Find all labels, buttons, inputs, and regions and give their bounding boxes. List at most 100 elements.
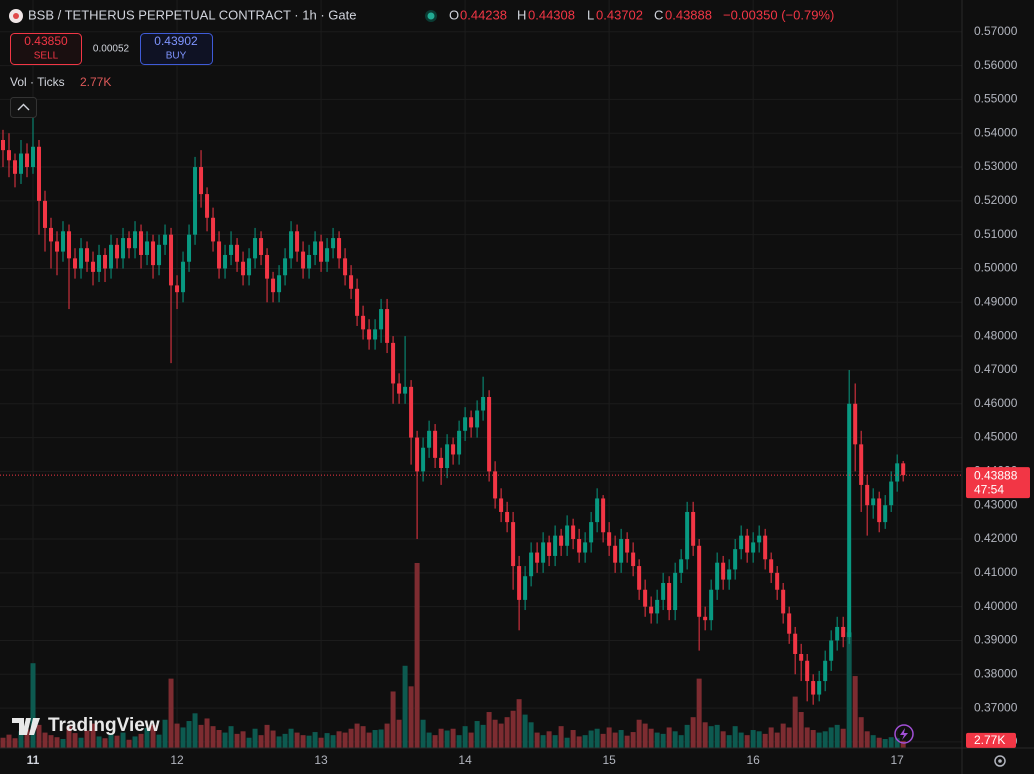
candle-body: [883, 505, 888, 523]
candle-body: [1, 139, 6, 151]
volume-bar: [234, 733, 240, 748]
axes: 0.360000.370000.380000.390000.400000.410…: [0, 24, 1030, 767]
volume-bar: [894, 738, 900, 748]
volume-bar: [876, 737, 882, 748]
volume-bar: [648, 728, 654, 748]
volume-bar: [810, 730, 816, 748]
volume-tag: [966, 732, 1016, 748]
volume-bar: [858, 717, 864, 748]
candle-body: [703, 616, 708, 621]
candle-body: [865, 484, 870, 506]
volume-bar: [834, 724, 840, 748]
candle-body: [79, 248, 84, 269]
volume-bar: [294, 732, 300, 748]
y-tick-label: 0.41000: [974, 565, 1018, 579]
settings-button[interactable]: [994, 755, 1006, 767]
symbol-icon-dot: [13, 13, 19, 19]
y-tick-label: 0.54000: [974, 125, 1018, 139]
candle-body: [127, 238, 132, 249]
volume-bar: [822, 731, 828, 748]
candle-body: [655, 599, 660, 614]
y-tick-label: 0.42000: [974, 531, 1018, 545]
candle-body: [601, 498, 606, 533]
volume-bar: [678, 735, 684, 748]
settings-icon: [998, 759, 1002, 763]
volume-bar: [222, 732, 228, 748]
candle-body: [445, 444, 450, 469]
candle-body: [415, 437, 420, 472]
candle-body: [181, 261, 186, 293]
logo-text[interactable]: TradingView: [48, 715, 160, 736]
volume-bar: [480, 724, 486, 748]
volume-bar: [240, 731, 246, 748]
candle-body: [715, 562, 720, 590]
candle-body: [691, 511, 696, 546]
volume-bar: [732, 726, 738, 748]
lightning-button[interactable]: [894, 724, 914, 744]
volume-bar: [870, 735, 876, 748]
volume-bar: [450, 728, 456, 748]
volume-bar: [84, 730, 90, 748]
candle-body: [607, 532, 612, 546]
candle-body: [739, 535, 744, 550]
candle-body: [523, 576, 528, 600]
candle-body: [517, 566, 522, 600]
ohlc-label: L: [587, 7, 594, 22]
candle-body: [271, 278, 276, 293]
volume-bar: [0, 737, 6, 748]
volume-bar: [762, 733, 768, 748]
candle-body: [31, 146, 36, 168]
candle-body: [463, 417, 468, 431]
volume-bar: [372, 730, 378, 748]
volume-bar: [720, 731, 726, 748]
candle-body: [481, 396, 486, 411]
candle-body: [19, 153, 24, 174]
candle-body: [565, 525, 570, 546]
candle-body: [121, 238, 126, 259]
candle-body: [61, 231, 66, 252]
candle-body: [637, 566, 642, 590]
candle-body: [895, 463, 900, 482]
candle-body: [217, 241, 222, 269]
volume-bar: [162, 719, 168, 748]
x-tick-label: 16: [746, 753, 760, 767]
volume-indicator-name[interactable]: Vol · Ticks: [10, 75, 65, 89]
volume-bar: [738, 732, 744, 748]
y-tick-label: 0.37000: [974, 700, 1018, 714]
sell-label: SELL: [34, 51, 59, 62]
volume-bar: [366, 732, 372, 748]
volume-bar: [252, 728, 258, 748]
candle-body: [853, 403, 858, 445]
y-tick-label: 0.40000: [974, 599, 1018, 613]
volume-bar: [120, 732, 126, 748]
volume-bar: [432, 735, 438, 748]
volume-bar: [180, 727, 186, 748]
volume-bar: [900, 740, 906, 748]
volume-bar: [852, 676, 858, 748]
candle-body: [211, 217, 216, 242]
volume-bar: [174, 723, 180, 748]
volume-bar: [102, 738, 108, 748]
y-tick-label: 0.53000: [974, 159, 1018, 173]
volume-bar: [606, 727, 612, 748]
collapse-button[interactable]: [10, 97, 37, 118]
buy-button[interactable]: [140, 33, 213, 65]
volume-bar: [672, 731, 678, 748]
symbol-title[interactable]: BSB / TETHERUS PERPETUAL CONTRACT · 1h ·…: [28, 7, 356, 22]
volume-bar: [192, 713, 198, 748]
candle-body: [253, 238, 258, 259]
candle-body: [367, 329, 372, 340]
volume-bar: [216, 730, 222, 748]
volume-bar: [354, 723, 360, 748]
candle-body: [133, 231, 138, 249]
candle-body: [85, 248, 90, 262]
volume-bar: [402, 665, 408, 748]
candle-body: [319, 241, 324, 262]
volume-bar: [726, 735, 732, 748]
candle-body: [667, 582, 672, 611]
y-tick-label: 0.45000: [974, 430, 1018, 444]
y-tick-label: 0.48000: [974, 328, 1018, 342]
sell-button[interactable]: [10, 33, 82, 65]
